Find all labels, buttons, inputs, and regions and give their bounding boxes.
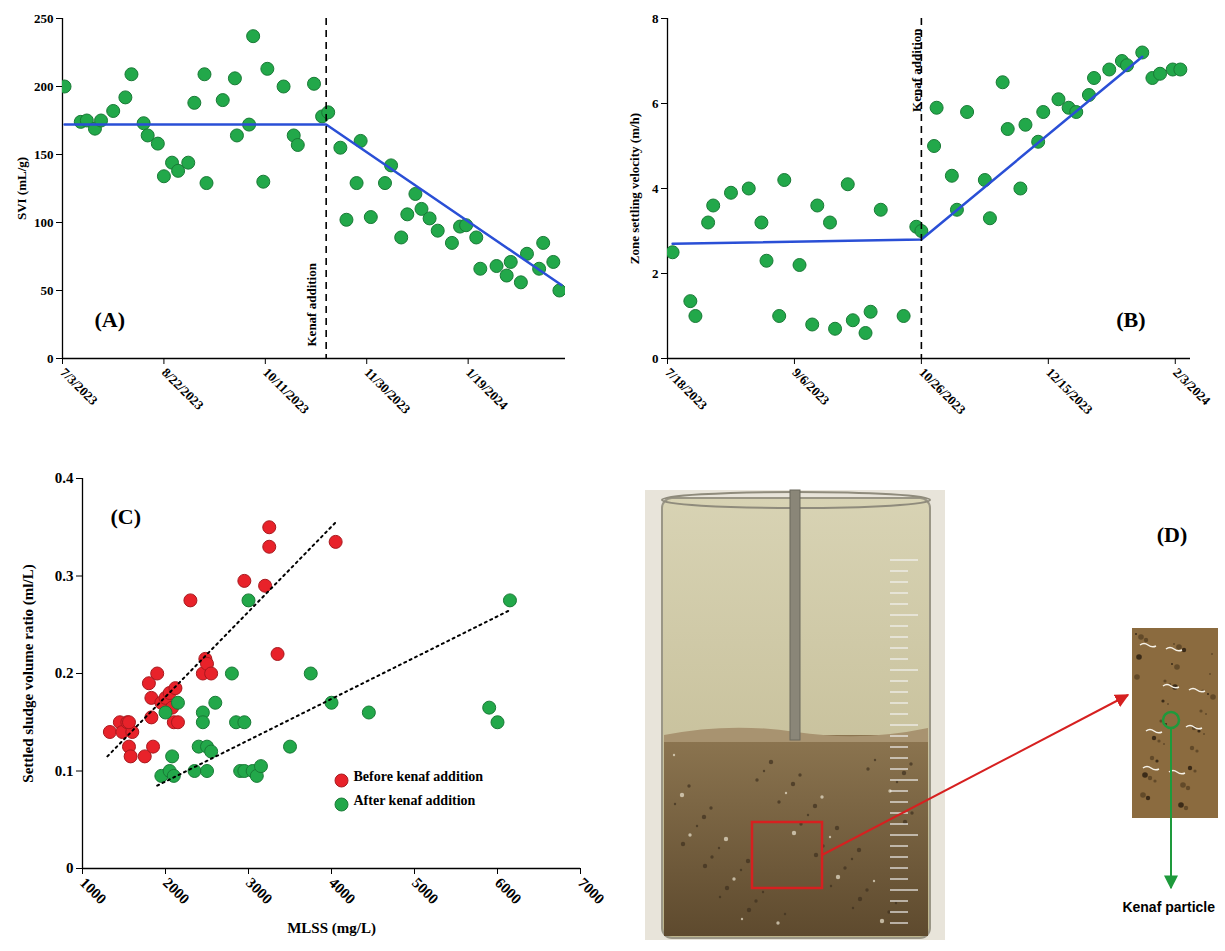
svg-text:0.2: 0.2 — [55, 665, 74, 681]
svg-text:4000: 4000 — [326, 875, 359, 908]
svg-text:2000: 2000 — [160, 875, 193, 908]
svg-text:7000: 7000 — [575, 875, 608, 908]
svg-text:0: 0 — [47, 351, 54, 366]
svg-text:4: 4 — [652, 181, 659, 196]
svg-text:10/26/2023: 10/26/2023 — [916, 365, 969, 418]
svg-text:(D): (D) — [1157, 522, 1188, 547]
svg-text:(B): (B) — [1116, 307, 1145, 332]
svg-text:6: 6 — [652, 96, 659, 111]
svg-text:150: 150 — [34, 147, 54, 162]
svg-text:0: 0 — [652, 351, 659, 366]
svg-text:9/6/2023: 9/6/2023 — [789, 365, 833, 409]
svg-text:1000: 1000 — [77, 875, 110, 908]
svg-text:(A): (A) — [95, 307, 126, 332]
svg-text:0: 0 — [66, 860, 74, 876]
svg-text:3000: 3000 — [243, 875, 276, 908]
svg-text:11/30/2023: 11/30/2023 — [362, 365, 414, 417]
svg-text:8: 8 — [652, 11, 659, 26]
svg-text:Before kenaf addition: Before kenaf addition — [354, 769, 484, 784]
svg-text:Kenaf addition: Kenaf addition — [304, 262, 319, 346]
svg-text:0.3: 0.3 — [55, 568, 74, 584]
svg-text:Settled sludge volume ratio (m: Settled sludge volume ratio (ml/L) — [20, 564, 37, 782]
svg-text:10/11/2023: 10/11/2023 — [260, 365, 312, 417]
svg-text:MLSS (mg/L): MLSS (mg/L) — [287, 920, 376, 937]
svg-text:0.1: 0.1 — [55, 763, 74, 779]
svg-text:50: 50 — [41, 283, 54, 298]
svg-text:(C): (C) — [111, 504, 142, 529]
svg-text:6000: 6000 — [492, 875, 525, 908]
svg-text:100: 100 — [34, 215, 54, 230]
svg-text:After kenaf addition: After kenaf addition — [354, 793, 476, 808]
svg-text:7/3/2023: 7/3/2023 — [57, 365, 101, 409]
svg-text:2/3/2024: 2/3/2024 — [1170, 365, 1214, 409]
svg-text:7/18/2023: 7/18/2023 — [662, 365, 710, 413]
svg-text:1/19/2024: 1/19/2024 — [463, 365, 511, 413]
svg-text:12/15/2023: 12/15/2023 — [1043, 365, 1096, 418]
svg-text:5000: 5000 — [409, 875, 442, 908]
svg-text:Kenaf addition: Kenaf addition — [909, 28, 924, 112]
svg-text:250: 250 — [34, 11, 54, 26]
svg-text:Zone settling velocity (m/h): Zone settling velocity (m/h) — [627, 113, 642, 264]
svg-text:0.4: 0.4 — [55, 470, 74, 486]
svg-text:200: 200 — [34, 79, 54, 94]
svg-text:SVI (mL/g): SVI (mL/g) — [14, 157, 29, 220]
svg-text:8/22/2023: 8/22/2023 — [159, 365, 207, 413]
svg-text:Kenaf particle: Kenaf particle — [1122, 899, 1215, 915]
svg-text:2: 2 — [652, 266, 659, 281]
